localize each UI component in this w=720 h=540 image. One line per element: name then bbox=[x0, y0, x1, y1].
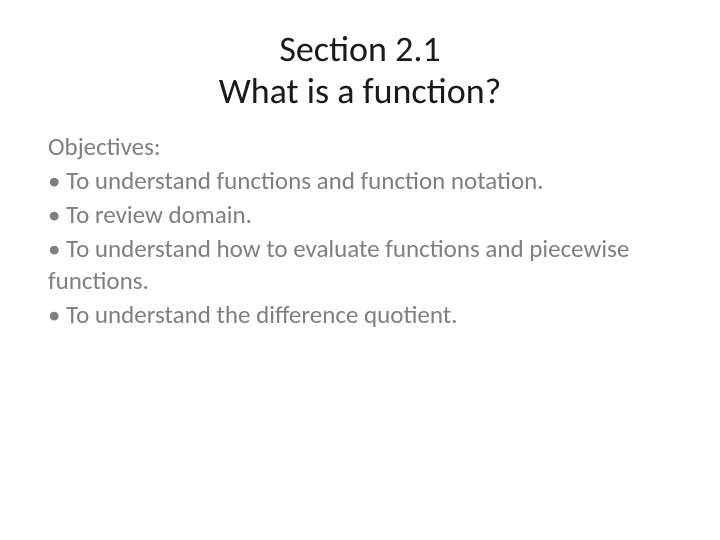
bullet-marker: • bbox=[48, 233, 66, 264]
bullet-text: To review domain. bbox=[66, 199, 252, 230]
bullet-marker: • bbox=[48, 199, 66, 230]
slide-container: Section 2.1 What is a function? Objectiv… bbox=[0, 0, 720, 540]
bullet-item: • To understand the difference quotient. bbox=[48, 299, 672, 331]
bullet-item: • To review domain. bbox=[48, 199, 672, 231]
bullet-text: To understand functions and function not… bbox=[66, 165, 544, 196]
slide-title-line1: Section 2.1 bbox=[48, 28, 672, 70]
bullet-item: • To understand how to evaluate function… bbox=[48, 233, 672, 297]
slide-title-block: Section 2.1 What is a function? bbox=[48, 28, 672, 113]
bullet-item: • To understand functions and function n… bbox=[48, 165, 672, 197]
bullet-marker: • bbox=[48, 165, 66, 196]
objectives-label: Objectives: bbox=[48, 131, 672, 163]
bullet-text: To understand the difference quotient. bbox=[66, 299, 457, 330]
bullet-text: To understand how to evaluate functions … bbox=[48, 233, 629, 296]
slide-body: Objectives: • To understand functions an… bbox=[48, 131, 672, 331]
slide-title-line2: What is a function? bbox=[48, 70, 672, 112]
bullet-marker: • bbox=[48, 299, 66, 330]
